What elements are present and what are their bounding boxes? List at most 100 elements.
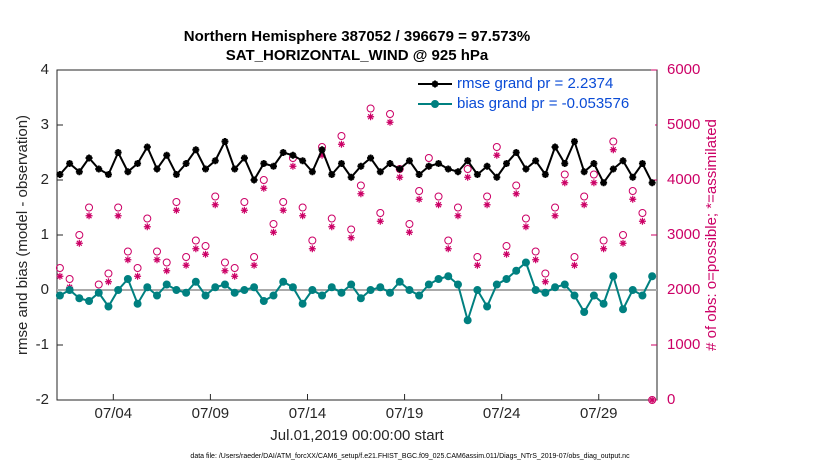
marker — [454, 168, 462, 176]
marker — [308, 168, 316, 176]
marker — [561, 160, 569, 167]
marker — [396, 173, 404, 181]
marker — [532, 157, 540, 165]
marker — [619, 239, 627, 247]
marker — [590, 160, 598, 167]
marker — [56, 171, 64, 178]
marker — [299, 157, 307, 165]
marker — [473, 171, 481, 178]
y2-tick-label: 4000 — [667, 171, 700, 188]
marker — [431, 80, 439, 88]
marker — [230, 264, 239, 272]
marker — [600, 245, 608, 253]
x-tick-label: 07/04 — [95, 405, 133, 422]
marker — [531, 286, 540, 294]
marker — [231, 165, 239, 173]
marker — [376, 168, 384, 176]
marker — [201, 291, 210, 300]
marker — [75, 231, 84, 239]
marker — [521, 214, 530, 223]
y2-tick-label: 6000 — [667, 61, 700, 78]
marker — [279, 198, 288, 206]
y2-tick-label: 2000 — [667, 281, 700, 298]
marker — [434, 192, 443, 201]
marker — [463, 165, 472, 173]
marker — [570, 291, 579, 300]
marker — [444, 165, 452, 173]
marker — [269, 291, 278, 300]
y2-tick-label: 3000 — [667, 226, 700, 243]
marker — [221, 267, 229, 275]
marker — [357, 190, 365, 198]
marker — [493, 173, 501, 181]
marker — [163, 267, 171, 275]
marker — [493, 151, 501, 159]
marker — [512, 266, 521, 275]
marker — [522, 223, 530, 231]
marker — [473, 253, 482, 261]
marker — [270, 228, 278, 236]
marker — [289, 162, 297, 170]
marker — [66, 160, 74, 167]
marker — [104, 269, 113, 278]
marker — [114, 149, 122, 156]
marker — [124, 256, 132, 264]
marker — [298, 299, 307, 308]
marker — [532, 256, 540, 264]
marker — [431, 100, 439, 108]
marker — [356, 181, 365, 190]
marker — [570, 253, 579, 261]
y2-tick-label: 5000 — [667, 116, 700, 133]
marker — [483, 192, 492, 201]
marker — [211, 192, 220, 201]
marker — [483, 162, 491, 170]
marker — [638, 217, 646, 225]
marker — [424, 154, 433, 162]
marker — [367, 113, 375, 121]
marker — [492, 143, 501, 151]
marker — [473, 286, 482, 294]
marker — [580, 168, 588, 176]
marker — [386, 288, 395, 297]
marker — [405, 220, 414, 228]
marker — [269, 220, 278, 228]
marker — [453, 203, 462, 212]
marker — [134, 160, 142, 167]
y2-axis-label: # of obs: o=possible; *=assimilated — [703, 119, 720, 351]
x-tick-label: 07/19 — [386, 405, 424, 422]
marker — [405, 286, 414, 294]
marker — [259, 297, 268, 305]
y-tick-label: 4 — [41, 61, 49, 78]
marker — [405, 157, 413, 165]
marker — [104, 302, 113, 311]
marker — [250, 261, 258, 269]
marker — [104, 171, 112, 178]
marker — [415, 195, 423, 203]
marker — [629, 195, 637, 203]
y-tick-label: 2 — [41, 171, 49, 188]
marker — [153, 291, 161, 300]
x-axis-label: Jul.01,2019 00:00:00 start — [270, 427, 444, 444]
marker — [308, 236, 317, 245]
marker — [492, 280, 501, 289]
marker — [521, 258, 530, 267]
marker — [444, 272, 453, 281]
marker — [609, 272, 618, 281]
marker — [240, 206, 248, 214]
marker — [376, 283, 385, 292]
marker — [435, 201, 443, 209]
marker — [444, 236, 453, 245]
marker — [240, 286, 249, 294]
marker — [85, 297, 94, 305]
marker — [357, 162, 365, 170]
marker — [327, 283, 336, 292]
marker — [328, 223, 336, 231]
marker — [162, 280, 171, 289]
marker — [182, 253, 191, 261]
marker — [153, 165, 161, 173]
marker — [600, 179, 608, 187]
marker — [628, 187, 637, 195]
legend-box — [413, 72, 655, 128]
marker — [143, 214, 152, 223]
